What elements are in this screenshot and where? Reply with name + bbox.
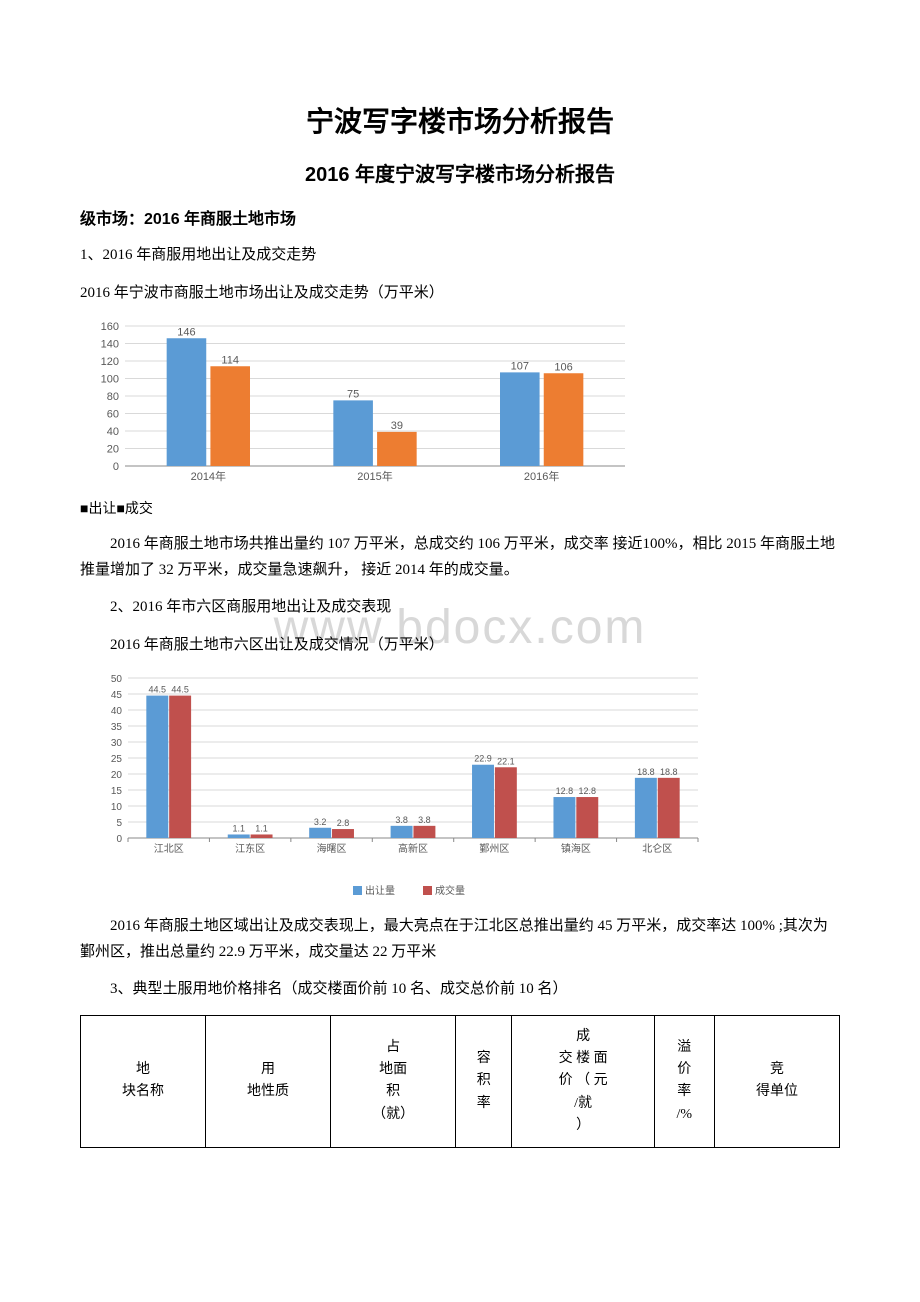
paragraph-4: 2、2016 年市六区商服用地出让及成交表现 [80, 595, 840, 621]
paragraph-7: 3、典型土服用地价格排名（成交楼面价前 10 名、成交总价前 10 名） [80, 977, 840, 1003]
table-header-cell: 成交 楼 面价 （ 元/就） [512, 1015, 654, 1148]
svg-text:22.1: 22.1 [497, 756, 515, 766]
table-header-cell: 占地面积（就） [331, 1015, 456, 1148]
svg-text:146: 146 [177, 326, 195, 338]
svg-text:北仑区: 北仑区 [642, 842, 672, 855]
page-title: 宁波写字楼市场分析报告 [80, 100, 840, 140]
chart-1-svg: 0 20 40 60 80 100 120 140 160 146 114 2014年 75 39 2015… [80, 318, 640, 488]
svg-text:30: 30 [111, 738, 123, 749]
svg-text:100: 100 [101, 374, 119, 386]
table-header-cell: 溢价率/% [654, 1015, 714, 1148]
svg-text:120: 120 [101, 356, 119, 368]
svg-text:高新区: 高新区 [398, 842, 428, 855]
svg-text:50: 50 [111, 674, 123, 685]
svg-text:80: 80 [107, 391, 119, 403]
svg-text:12.8: 12.8 [556, 786, 574, 796]
svg-text:114: 114 [221, 354, 239, 366]
svg-text:45: 45 [111, 690, 123, 701]
svg-text:10: 10 [111, 802, 123, 813]
table-header-row: 地块名称用地性质占地面积（就）容积率成交 楼 面价 （ 元/就）溢价率/%竞得单… [81, 1015, 840, 1148]
svg-text:40: 40 [111, 706, 123, 717]
svg-text:75: 75 [347, 388, 359, 400]
svg-text:20: 20 [111, 770, 123, 781]
section-heading: 级市场：2016 年商服土地市场 [80, 205, 840, 229]
paragraph-3: 2016 年商服土地市场共推出量约 107 万平米，总成交约 106 万平米，成… [80, 532, 840, 583]
svg-text:0: 0 [116, 834, 122, 845]
svg-text:15: 15 [111, 786, 123, 797]
chart-1-container: 0 20 40 60 80 100 120 140 160 146 114 2014年 75 39 2015… [80, 318, 840, 488]
svg-text:3.8: 3.8 [395, 815, 408, 825]
svg-text:1.1: 1.1 [232, 823, 245, 833]
svg-text:镇海区: 镇海区 [561, 842, 591, 855]
svg-text:江北区: 江北区 [154, 843, 184, 855]
chart-2-svg: 0 5 10 15 20 25 30 35 40 45 50 44.5 44.5 江北区 1.1 1.1 江东区… [80, 670, 720, 904]
svg-text:2015年: 2015年 [357, 469, 392, 483]
paragraph-5: 2016 年商服土地市六区出让及成交情况（万平米） [80, 633, 840, 659]
svg-text:18.8: 18.8 [637, 767, 655, 777]
svg-text:22.9: 22.9 [474, 754, 492, 764]
svg-text:35: 35 [111, 722, 123, 733]
svg-text:12.8: 12.8 [579, 786, 597, 796]
svg-text:2.8: 2.8 [337, 818, 350, 828]
svg-text:成交量: 成交量 [435, 884, 465, 897]
table-header-cell: 竞得单位 [714, 1015, 839, 1148]
price-ranking-table: 地块名称用地性质占地面积（就）容积率成交 楼 面价 （ 元/就）溢价率/%竞得单… [80, 1015, 840, 1149]
svg-text:3.8: 3.8 [418, 815, 431, 825]
table-header-cell: 地块名称 [81, 1015, 206, 1148]
page-subtitle: 2016 年度宁波写字楼市场分析报告 [80, 158, 840, 187]
chart-1-legend: ■出让■成交 [80, 498, 840, 518]
paragraph-6: 2016 年商服土地区域出让及成交表现上，最大亮点在于江北区总推出量约 45 万… [80, 914, 840, 965]
table-header-cell: 用地性质 [206, 1015, 331, 1148]
paragraph-1: 1、2016 年商服用地出让及成交走势 [80, 243, 840, 269]
svg-text:2016年: 2016年 [524, 469, 559, 483]
paragraph-2: 2016 年宁波市商服土地市场出让及成交走势（万平米） [80, 281, 840, 307]
svg-text:鄞州区: 鄞州区 [479, 842, 509, 855]
svg-text:44.5: 44.5 [149, 685, 167, 695]
svg-text:44.5: 44.5 [171, 685, 189, 695]
svg-text:140: 140 [101, 339, 119, 351]
svg-text:3.2: 3.2 [314, 817, 327, 827]
svg-text:25: 25 [111, 754, 123, 765]
svg-text:5: 5 [116, 818, 122, 829]
svg-text:39: 39 [391, 420, 403, 432]
svg-text:20: 20 [107, 444, 119, 456]
svg-text:0: 0 [113, 461, 119, 473]
svg-text:2014年: 2014年 [191, 469, 226, 483]
svg-text:107: 107 [511, 360, 529, 372]
chart-2-container: 0 5 10 15 20 25 30 35 40 45 50 44.5 44.5 江北区 1.1 1.1 江东区… [80, 670, 840, 904]
svg-text:106: 106 [554, 361, 572, 373]
table-header-cell: 容积率 [456, 1015, 512, 1148]
svg-text:1.1: 1.1 [255, 823, 268, 833]
svg-text:40: 40 [107, 426, 119, 438]
svg-text:江东区: 江东区 [235, 842, 265, 855]
svg-text:出让量: 出让量 [365, 884, 395, 897]
svg-text:海曙区: 海曙区 [317, 842, 347, 855]
svg-text:60: 60 [107, 409, 119, 421]
svg-text:160: 160 [101, 321, 119, 333]
table-container: 地块名称用地性质占地面积（就）容积率成交 楼 面价 （ 元/就）溢价率/%竞得单… [80, 1015, 840, 1149]
svg-text:18.8: 18.8 [660, 767, 678, 777]
